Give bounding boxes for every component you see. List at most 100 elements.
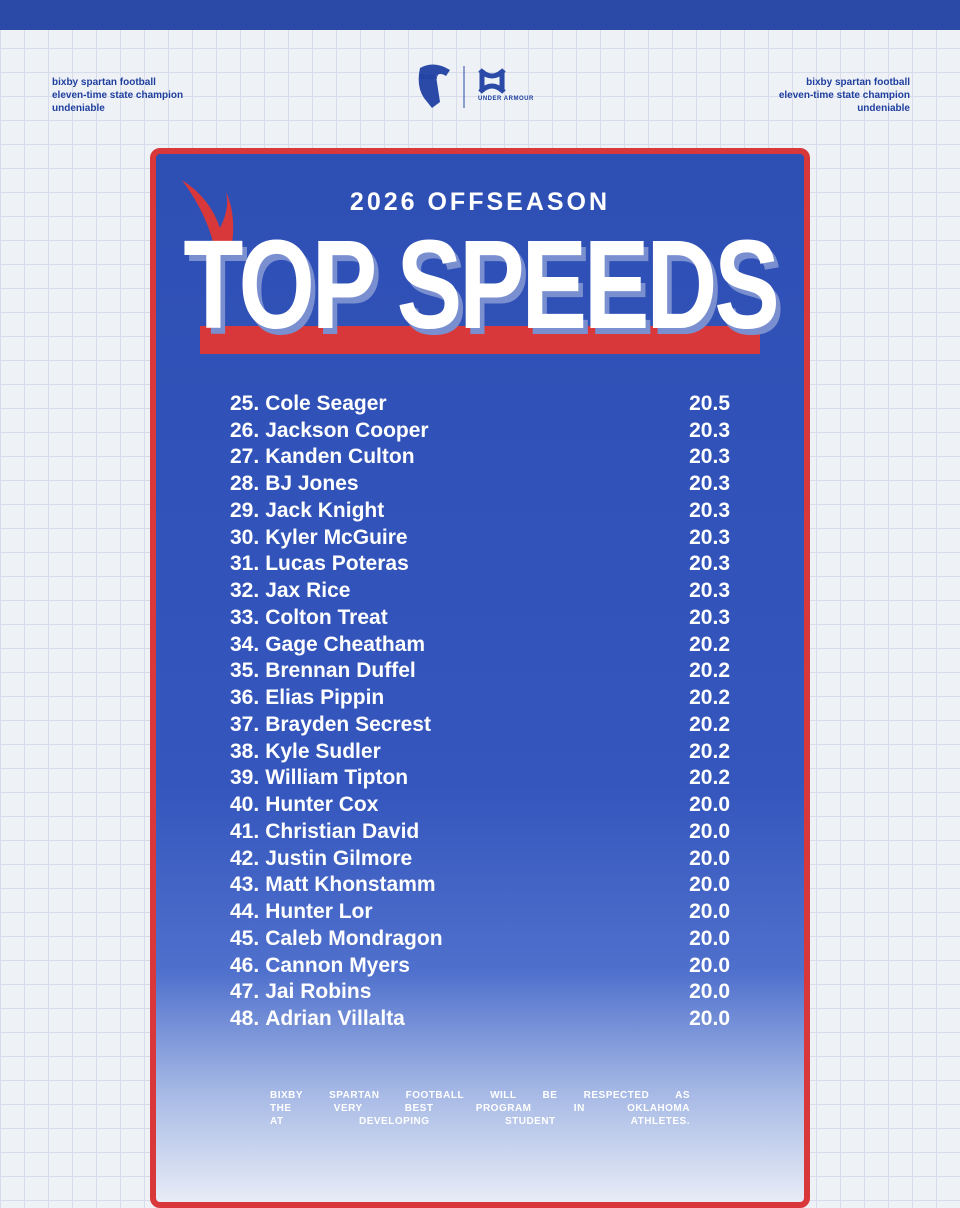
player-name: Caleb Mondragon bbox=[265, 926, 443, 950]
rank: 43. bbox=[230, 873, 260, 897]
rank: 29. bbox=[230, 498, 260, 522]
roster-row: 26. Jackson Cooper 20.3 bbox=[230, 419, 730, 445]
player-name: Jai Robins bbox=[265, 980, 372, 1004]
player-name: Jack Knight bbox=[265, 498, 385, 522]
roster-row: 38. Kyle Sudler 20.2 bbox=[230, 740, 730, 766]
rank: 28. bbox=[230, 472, 260, 496]
speed: 20.0 bbox=[689, 980, 730, 1004]
rank: 47. bbox=[230, 980, 260, 1004]
player-name: Brennan Duffel bbox=[265, 659, 416, 683]
tagline: undeniable bbox=[52, 103, 105, 114]
speed: 20.0 bbox=[689, 819, 730, 843]
speed: 20.2 bbox=[689, 632, 730, 656]
speed: 20.2 bbox=[689, 659, 730, 683]
roster-row: 37. Brayden Secrest 20.2 bbox=[230, 713, 730, 739]
roster-row: 30. Kyler McGuire 20.3 bbox=[230, 526, 730, 552]
player-name: Kyle Sudler bbox=[265, 739, 381, 763]
speed: 20.3 bbox=[689, 552, 730, 576]
roster-row: 28. BJ Jones 20.3 bbox=[230, 472, 730, 498]
rank: 38. bbox=[230, 739, 260, 763]
speed: 20.2 bbox=[689, 766, 730, 790]
player-name: William Tipton bbox=[265, 766, 409, 790]
roster-row: 40. Hunter Cox 20.0 bbox=[230, 793, 730, 819]
rank: 46. bbox=[230, 953, 260, 977]
roster-row: 41. Christian David 20.0 bbox=[230, 820, 730, 846]
rank: 39. bbox=[230, 766, 260, 790]
ua-logo bbox=[478, 68, 506, 94]
roster-row: 45. Caleb Mondragon 20.0 bbox=[230, 927, 730, 953]
speed: 20.3 bbox=[689, 445, 730, 469]
player-name: Adrian Villalta bbox=[265, 1007, 405, 1031]
speed: 20.3 bbox=[689, 418, 730, 442]
mission-statement: BIXBY SPARTAN FOOTBALL WILL BE RESPECTED… bbox=[270, 1089, 690, 1128]
speed: 20.0 bbox=[689, 1007, 730, 1031]
speed: 20.2 bbox=[689, 686, 730, 710]
flame-shape bbox=[182, 180, 234, 256]
rank: 30. bbox=[230, 525, 260, 549]
rank: 48. bbox=[230, 1007, 260, 1031]
rank: 31. bbox=[230, 552, 260, 576]
title-bar bbox=[200, 326, 760, 354]
speed: 20.3 bbox=[689, 605, 730, 629]
player-name: Kanden Culton bbox=[265, 445, 415, 469]
rank: 36. bbox=[230, 686, 260, 710]
roster-row: 43. Matt Khonstamm 20.0 bbox=[230, 873, 730, 899]
roster-row: 42. Justin Gilmore 20.0 bbox=[230, 847, 730, 873]
speed: 20.3 bbox=[689, 472, 730, 496]
rank: 34. bbox=[230, 632, 260, 656]
speed: 20.0 bbox=[689, 793, 730, 817]
footer-line: THE VERY BEST PROGRAM IN OKLAHOMA bbox=[270, 1103, 690, 1114]
roster-row: 39. William Tipton 20.2 bbox=[230, 766, 730, 792]
speed: 20.0 bbox=[689, 873, 730, 897]
footer-line: AT DEVELOPING STUDENT ATHLETES. bbox=[270, 1116, 690, 1127]
speed: 20.3 bbox=[689, 525, 730, 549]
roster-row: 36. Elias Pippin 20.2 bbox=[230, 686, 730, 712]
rank: 44. bbox=[230, 900, 260, 924]
roster-row: 34. Gage Cheatham 20.2 bbox=[230, 633, 730, 659]
tagline-right: bixby spartan football eleven-time state … bbox=[779, 76, 910, 115]
tagline: bixby spartan football bbox=[806, 77, 910, 88]
tagline: eleven-time state champion bbox=[52, 90, 184, 101]
player-name: Hunter Lor bbox=[265, 900, 373, 924]
player-name: Matt Khonstamm bbox=[265, 873, 436, 897]
rank: 33. bbox=[230, 605, 260, 629]
player-name: Cole Seager bbox=[265, 392, 387, 415]
rank: 41. bbox=[230, 819, 260, 843]
player-name: BJ Jones bbox=[265, 472, 359, 496]
roster-row: 44. Hunter Lor 20.0 bbox=[230, 900, 730, 926]
player-name: Christian David bbox=[265, 819, 420, 843]
speed: 20.0 bbox=[689, 926, 730, 950]
top-band bbox=[0, 0, 960, 30]
flame bbox=[182, 180, 234, 256]
speed: 20.2 bbox=[689, 739, 730, 763]
player-name: Elias Pippin bbox=[265, 686, 385, 710]
tagline-left: bixby spartan football eleven-time state … bbox=[52, 76, 183, 115]
roster-row: 47. Jai Robins 20.0 bbox=[230, 980, 730, 1006]
kicker: 2026 OFFSEASON bbox=[349, 188, 611, 216]
tagline: undeniable bbox=[857, 103, 910, 114]
player-name: Cannon Myers bbox=[265, 953, 410, 977]
footer-line: BIXBY SPARTAN FOOTBALL WILL BE RESPECTED… bbox=[270, 1090, 690, 1101]
speed: 20.3 bbox=[689, 498, 730, 522]
speed: 20.0 bbox=[689, 846, 730, 870]
roster-row: 27. Kanden Culton 20.3 bbox=[230, 445, 730, 471]
speed: 20.2 bbox=[689, 712, 730, 736]
roster-row: 25. Cole Seager 20.5 bbox=[230, 392, 730, 418]
helmet-logo bbox=[418, 64, 450, 108]
rank: 45. bbox=[230, 926, 260, 950]
rank: 42. bbox=[230, 846, 260, 870]
title: TOP SPEEDS bbox=[183, 214, 779, 355]
speed: 20.5 bbox=[689, 392, 730, 415]
speed: 20.0 bbox=[689, 900, 730, 924]
logos bbox=[418, 64, 506, 108]
roster-row: 33. Colton Treat 20.3 bbox=[230, 606, 730, 632]
rank: 32. bbox=[230, 579, 260, 603]
tagline: eleven-time state champion bbox=[778, 90, 910, 101]
player-name: Brayden Secrest bbox=[265, 712, 431, 736]
rank: 37. bbox=[230, 712, 260, 736]
player-name: Gage Cheatham bbox=[265, 632, 426, 656]
rank: 27. bbox=[230, 445, 260, 469]
roster-row: 31. Lucas Poteras 20.3 bbox=[230, 552, 730, 578]
rank: 35. bbox=[230, 659, 260, 683]
